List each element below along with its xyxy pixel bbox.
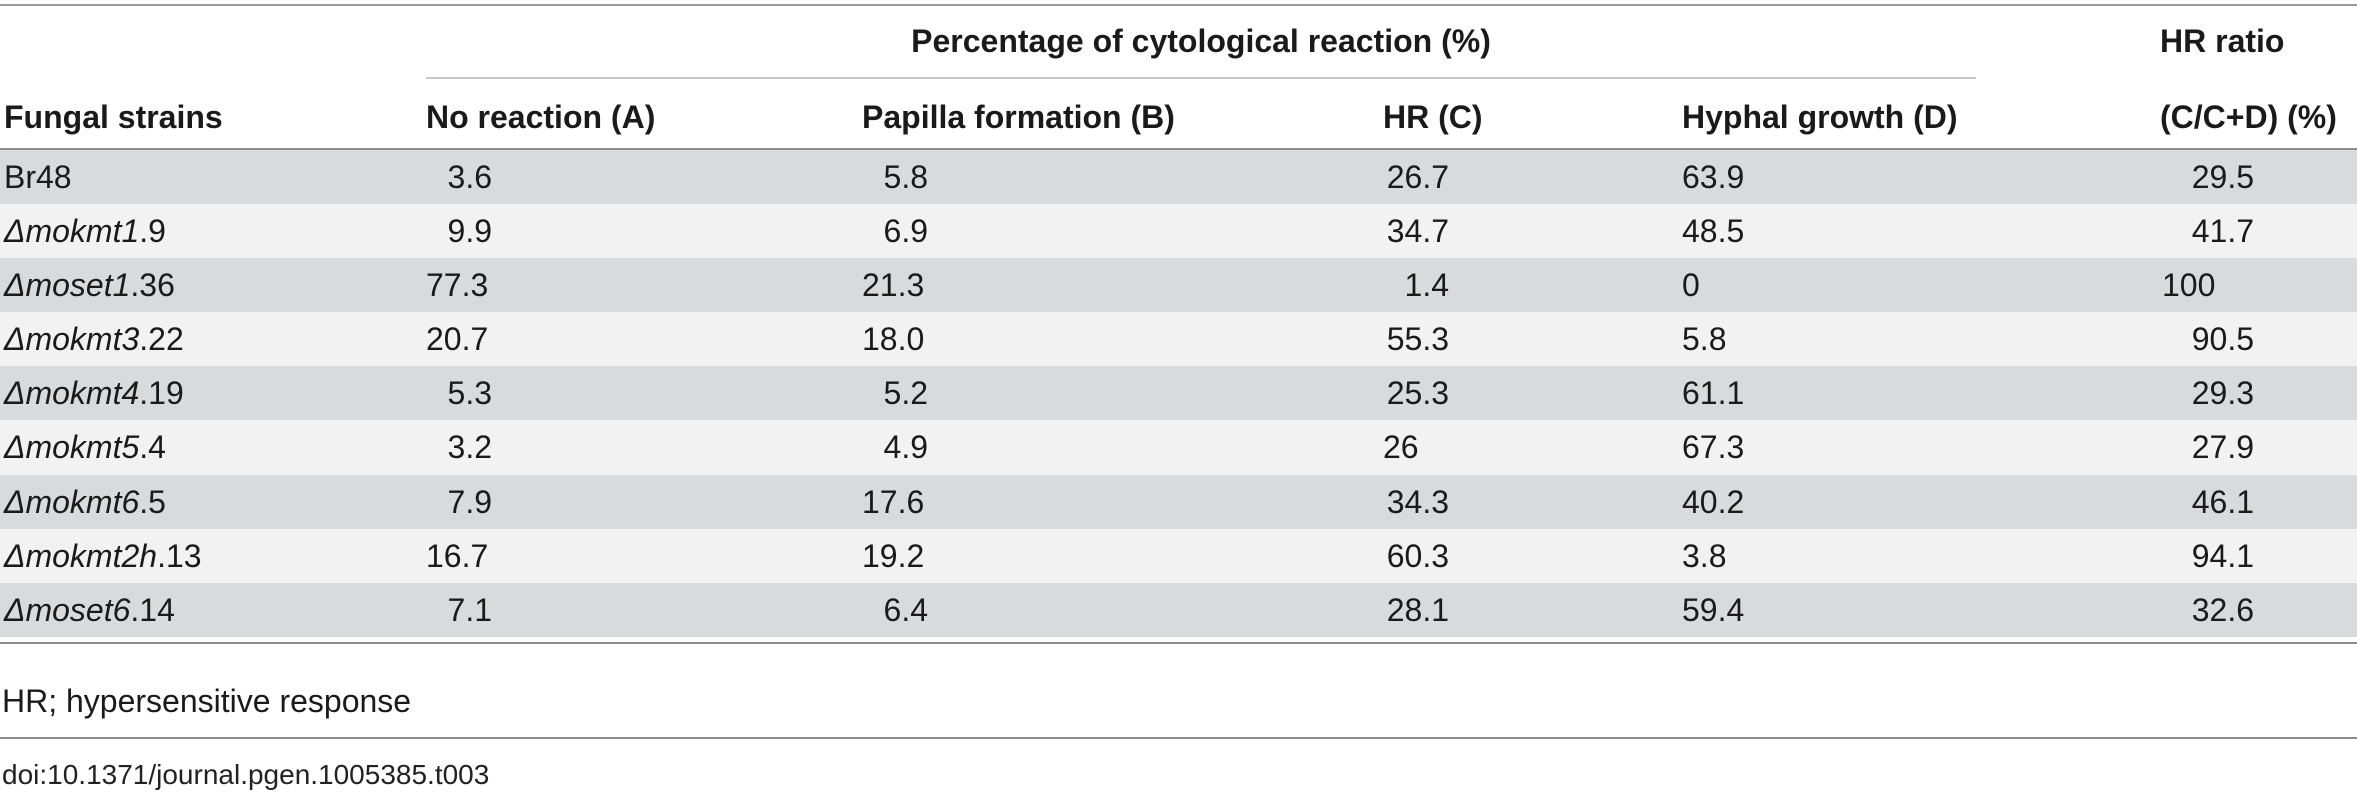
hr-ratio-value: 29.5 bbox=[2191, 159, 2254, 195]
hr-ratio-value: 27.9 bbox=[2191, 429, 2254, 466]
hyphal-growth-value: 59.4 bbox=[1682, 591, 1745, 628]
papilla-value: 18.0 bbox=[862, 321, 925, 358]
table-footnote: HR; hypersensitive response bbox=[2, 683, 412, 719]
strain-name: Br48 bbox=[4, 159, 72, 195]
hr-ratio-value: 90.5 bbox=[2191, 321, 2254, 358]
papilla-value: 5.8 bbox=[883, 159, 928, 195]
hyphal-growth-value: 40.2 bbox=[1682, 483, 1745, 520]
hr-ratio-value: 29.3 bbox=[2191, 375, 2254, 412]
column-header-hyphal-growth: Hyphal growth (D) bbox=[1682, 99, 1958, 135]
hr-value: 26.7 bbox=[1386, 159, 1449, 195]
doi-rule bbox=[0, 737, 2357, 739]
strain-name: Δmokmt2h.13 bbox=[4, 537, 202, 574]
strain-name: Δmokmt5.4 bbox=[4, 429, 166, 466]
hyphal-growth-value: 0 bbox=[1682, 267, 1700, 304]
no-reaction-value: 3.2 bbox=[447, 429, 492, 466]
table-row: Δmokmt2h.13 16.7 19.2 60.3 3.8 94.1 bbox=[0, 528, 2357, 583]
strain-name: Δmokmt6.5 bbox=[4, 483, 166, 520]
table-row: Δmokmt3.22 20.7 18.0 55.3 5.8 90.5 bbox=[0, 312, 2357, 367]
hr-value: 28.1 bbox=[1386, 591, 1449, 628]
table-row: Δmokmt1.9 9.9 6.9 34.7 48.5 41.7 bbox=[0, 204, 2357, 259]
table-body: Br48 3.6 5.8 26.7 63.9 29.5 Δmokmt1.9 9.… bbox=[0, 150, 2357, 637]
column-header-papilla: Papilla formation (B) bbox=[862, 99, 1175, 135]
hr-ratio-value: 46.1 bbox=[2191, 483, 2254, 520]
group-header-title: Percentage of cytological reaction (%) bbox=[911, 23, 1491, 59]
papilla-value: 21.3 bbox=[862, 267, 925, 304]
strain-name: Δmoset1.36 bbox=[4, 267, 175, 304]
papilla-value: 6.9 bbox=[883, 213, 928, 250]
strain-name: Δmoset6.14 bbox=[4, 591, 175, 628]
hyphal-growth-value: 3.8 bbox=[1682, 537, 1727, 574]
hr-value: 34.7 bbox=[1386, 213, 1449, 250]
no-reaction-value: 77.3 bbox=[426, 267, 489, 304]
table-bottom-rule bbox=[0, 642, 2357, 644]
no-reaction-value: 9.9 bbox=[447, 213, 492, 250]
papilla-value: 6.4 bbox=[883, 591, 928, 628]
hr-ratio-value: 100 bbox=[2162, 267, 2216, 304]
column-header-strains: Fungal strains bbox=[4, 99, 223, 135]
group-header-rule bbox=[426, 77, 1976, 79]
no-reaction-value: 20.7 bbox=[426, 321, 489, 358]
hyphal-growth-value: 67.3 bbox=[1682, 429, 1745, 466]
no-reaction-value: 3.6 bbox=[447, 159, 492, 195]
hr-ratio-value: 41.7 bbox=[2191, 213, 2254, 250]
table-row: Δmoset1.36 77.3 21.3 1.4 0 100 bbox=[0, 258, 2357, 313]
hyphal-growth-value: 48.5 bbox=[1682, 213, 1745, 250]
hr-value: 26 bbox=[1383, 429, 1419, 466]
table-row: Δmokmt6.5 7.9 17.6 34.3 40.2 46.1 bbox=[0, 474, 2357, 529]
header-bottom-rule bbox=[0, 148, 2357, 150]
hr-value: 34.3 bbox=[1386, 483, 1449, 520]
hr-ratio-header-line2: (C/C+D) (%) bbox=[2160, 99, 2337, 135]
hr-ratio-value: 32.6 bbox=[2191, 591, 2254, 628]
column-header-no-reaction: No reaction (A) bbox=[426, 99, 656, 135]
hr-value: 55.3 bbox=[1386, 321, 1449, 358]
papilla-value: 4.9 bbox=[883, 429, 928, 466]
hyphal-growth-value: 61.1 bbox=[1682, 375, 1745, 412]
no-reaction-value: 5.3 bbox=[447, 375, 492, 412]
papilla-value: 19.2 bbox=[862, 537, 925, 574]
table-row: Δmokmt5.4 3.2 4.9 26 67.3 27.9 bbox=[0, 420, 2357, 475]
table-row: Δmoset6.14 7.1 6.4 28.1 59.4 32.6 bbox=[0, 582, 2357, 637]
hyphal-growth-value: 63.9 bbox=[1682, 159, 1745, 195]
no-reaction-value: 16.7 bbox=[426, 537, 489, 574]
table-top-rule bbox=[0, 4, 2357, 6]
hr-ratio-header-line1: HR ratio bbox=[2160, 23, 2285, 59]
hr-value: 1.4 bbox=[1404, 267, 1449, 304]
doi-link[interactable]: doi:10.1371/journal.pgen.1005385.t003 bbox=[2, 759, 490, 790]
hr-ratio-value: 94.1 bbox=[2191, 537, 2254, 574]
hyphal-growth-value: 5.8 bbox=[1682, 321, 1727, 358]
table-row: Br48 3.6 5.8 26.7 63.9 29.5 bbox=[0, 150, 2357, 205]
hr-value: 60.3 bbox=[1386, 537, 1449, 574]
strain-name: Δmokmt4.19 bbox=[4, 375, 184, 412]
strain-name: Δmokmt3.22 bbox=[4, 321, 184, 358]
no-reaction-value: 7.1 bbox=[447, 591, 492, 628]
hr-value: 25.3 bbox=[1386, 375, 1449, 412]
table-row: Δmokmt4.19 5.3 5.2 25.3 61.1 29.3 bbox=[0, 366, 2357, 421]
papilla-value: 5.2 bbox=[883, 375, 928, 412]
no-reaction-value: 7.9 bbox=[447, 483, 492, 520]
papilla-value: 17.6 bbox=[862, 483, 925, 520]
column-header-hr: HR (C) bbox=[1383, 99, 1483, 135]
strain-name: Δmokmt1.9 bbox=[4, 213, 166, 250]
